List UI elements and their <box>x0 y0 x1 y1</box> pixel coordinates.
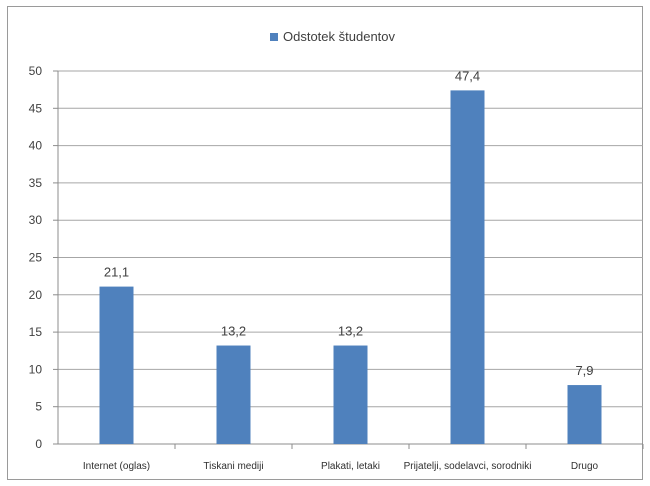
y-tick-label: 30 <box>29 213 43 227</box>
legend-swatch <box>270 33 278 41</box>
y-tick-label: 35 <box>29 176 43 190</box>
x-tick-label: Prijatelji, sodelavci, sorodniki <box>404 461 532 472</box>
x-axis: Internet (oglas) Tiskani mediji Plakati, l… <box>83 444 644 472</box>
bars <box>99 90 602 445</box>
x-tick-label: Tiskani mediji <box>203 461 263 472</box>
data-label: 21,1 <box>104 265 129 280</box>
y-tick-label: 25 <box>29 251 43 265</box>
y-tick-label: 5 <box>35 400 42 414</box>
bar <box>450 90 485 445</box>
bar <box>333 345 368 444</box>
y-tick-label: 0 <box>35 437 42 451</box>
x-tick-label: Plakati, letaki <box>321 461 380 472</box>
bar <box>216 345 251 444</box>
bar <box>99 286 134 444</box>
data-label: 47,4 <box>455 68 480 83</box>
y-tick-label: 10 <box>29 362 43 376</box>
x-tick-label: Drugo <box>571 461 599 472</box>
data-labels: 21,1 13,2 13,2 47,4 7,9 <box>104 68 594 378</box>
y-axis: 0 5 10 15 20 25 30 35 40 45 50 <box>29 64 59 451</box>
y-tick-label: 50 <box>29 64 43 78</box>
data-label: 13,2 <box>338 324 363 339</box>
x-tick-label: Internet (oglas) <box>83 461 150 472</box>
y-tick-label: 15 <box>29 325 43 339</box>
y-tick-label: 20 <box>29 288 43 302</box>
data-label: 13,2 <box>221 324 246 339</box>
y-tick-label: 45 <box>29 101 43 115</box>
legend-label: Odstotek študentov <box>283 29 396 44</box>
legend: Odstotek študentov <box>270 29 396 44</box>
y-tick-label: 40 <box>29 139 43 153</box>
bar <box>567 385 602 444</box>
data-label: 7,9 <box>575 363 593 378</box>
gridlines <box>58 70 643 445</box>
